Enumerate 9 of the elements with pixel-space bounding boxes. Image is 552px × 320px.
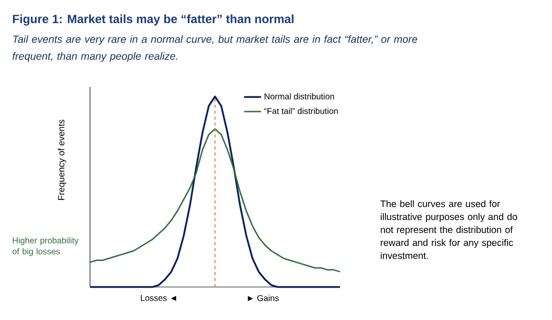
text: The bell curves are used for illustrative purposes only and do not represent the distribution of reward and risk for any specific investment. xyxy=(380,200,518,259)
chart-subtitle: Tail events are very rare in a normal curve, but market tails are in fact “fatter,” or more frequent, than many people realize. xyxy=(12,35,418,62)
chart-title: Figure 1: Market tails may be “fatter” than normal xyxy=(13,14,294,26)
text: ► Gains xyxy=(248,294,279,302)
text: Higher probability of big losses xyxy=(12,237,79,256)
text: Losses ◄ xyxy=(140,295,176,301)
legend-label: “Fat tail” distribution xyxy=(264,108,338,114)
y-axis-title: Frequency of events xyxy=(58,120,66,200)
legend-label: Normal distribution xyxy=(264,93,334,100)
